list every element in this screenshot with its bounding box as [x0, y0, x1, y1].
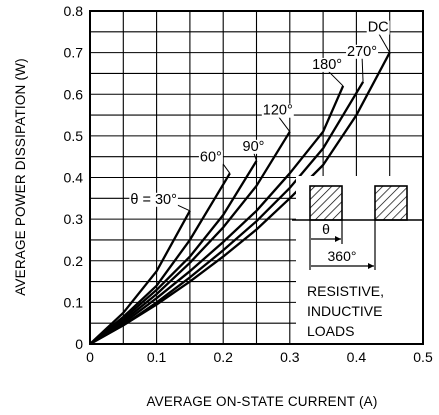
x-tick-label: 0.3 — [280, 349, 300, 365]
curves — [89, 52, 391, 346]
plot-frame — [89, 10, 424, 345]
curve-label: 120° — [263, 103, 293, 119]
period-arrowhead — [368, 263, 374, 269]
y-tick-label: 0.4 — [64, 170, 84, 186]
theta-arrowhead — [335, 236, 341, 242]
curve-label-leader — [361, 56, 364, 82]
curve-label-background — [346, 44, 379, 59]
y-tick-label: 0.2 — [64, 253, 84, 269]
curve-labels: θ = 30° 60° 90° 120° 180° 270° DC — [129, 20, 391, 212]
x-tick-label: 0.5 — [413, 349, 433, 365]
curve-label-background — [311, 57, 344, 72]
waveform-inset: θ 360° RESISTIVE, INDUCTIVE LOADS — [292, 176, 424, 344]
tick-labels: 0 0.1 0.2 0.3 0.4 0.5 0 0.1 0.2 0.3 0.4 0.5 0.6 0.7 0.… — [64, 3, 433, 365]
curve — [89, 210, 191, 345]
curve — [89, 52, 391, 346]
curve-label-leader — [277, 115, 291, 133]
curve — [89, 131, 291, 345]
x-tick-label: 0.1 — [147, 349, 167, 365]
load-note-line-2: INDUCTIVE — [307, 303, 382, 319]
curve-label: 180° — [312, 57, 342, 73]
curve-label: 90° — [243, 139, 265, 155]
curve-label: θ = 30° — [130, 192, 177, 208]
curve-label: 60° — [200, 149, 222, 165]
curve-label-background — [261, 103, 294, 118]
curve — [89, 85, 345, 345]
y-tick-label: 0.3 — [64, 211, 84, 227]
y-tick-label: 0 — [75, 336, 83, 352]
curve-label-leader — [221, 162, 231, 174]
y-tick-label: 0.8 — [64, 3, 84, 19]
curve-label-background — [129, 192, 178, 207]
curve-label: DC — [368, 20, 389, 36]
theta-label: θ — [322, 221, 330, 237]
curve-label-leader — [326, 69, 344, 87]
load-note-line-1: RESISTIVE, — [307, 283, 384, 299]
pulse-2 — [374, 185, 408, 221]
y-tick-label: 0.1 — [64, 294, 84, 310]
x-tick-label: 0.4 — [347, 349, 367, 365]
curve-label-background — [241, 139, 266, 154]
curve — [89, 160, 258, 345]
load-note-line-3: LOADS — [307, 323, 354, 339]
x-tick-label: 0.2 — [213, 349, 233, 365]
y-tick-label: 0.5 — [64, 128, 84, 144]
y-tick-label: 0.7 — [64, 45, 84, 61]
curve-label-leader — [176, 204, 191, 212]
x-axis-title: AVERAGE ON-STATE CURRENT (A) — [146, 394, 377, 409]
curve-label-background — [366, 20, 390, 35]
y-axis-title: AVERAGE POWER DISSIPATION (W) — [13, 58, 28, 296]
curve-label-background — [198, 150, 223, 165]
period-label: 360° — [328, 248, 357, 264]
curve-label-leader — [377, 32, 391, 53]
pulse-1 — [309, 185, 343, 221]
x-tick-label: 0 — [86, 349, 94, 365]
curve-label: 270° — [347, 44, 377, 60]
y-tick-label: 0.6 — [64, 86, 84, 102]
